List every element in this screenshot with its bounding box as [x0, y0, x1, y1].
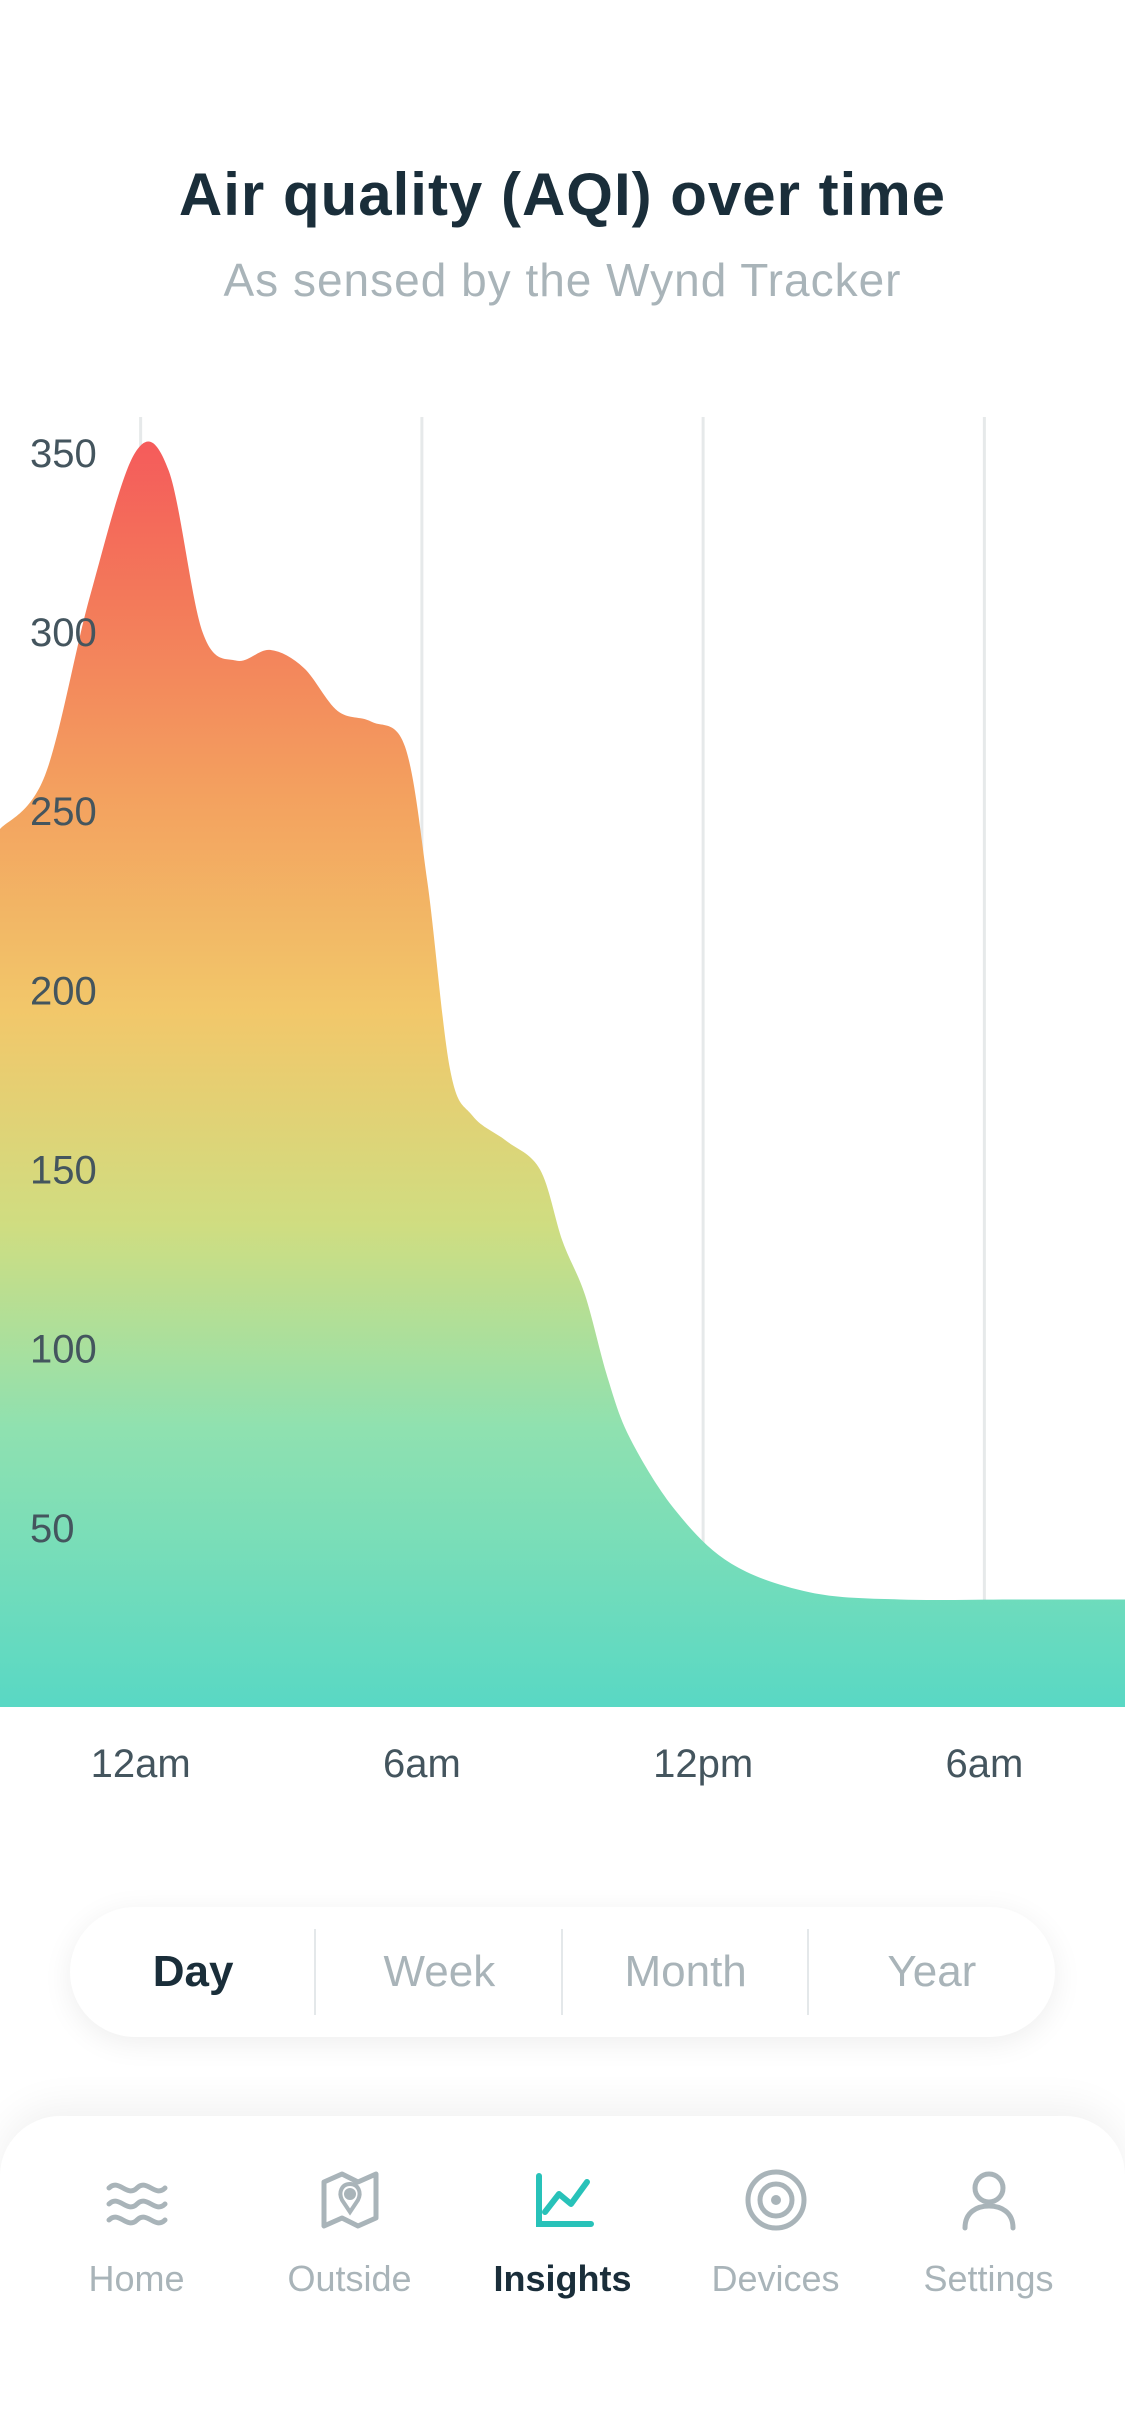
tab-label: Settings	[923, 2258, 1053, 2300]
segment-label: Year	[887, 1947, 976, 1997]
svg-text:12pm: 12pm	[653, 1742, 753, 1786]
tab-outside[interactable]: Outside	[243, 2164, 456, 2300]
tab-devices[interactable]: Devices	[669, 2164, 882, 2300]
svg-text:300: 300	[30, 611, 97, 655]
tab-settings[interactable]: Settings	[882, 2164, 1095, 2300]
svg-text:6am: 6am	[383, 1742, 461, 1786]
waves-icon	[101, 2164, 173, 2236]
tab-insights[interactable]: Insights	[456, 2164, 669, 2300]
tab-home[interactable]: Home	[30, 2164, 243, 2300]
bottom-tabbar: Home Outside Insights	[0, 2116, 1125, 2436]
person-icon	[953, 2164, 1025, 2236]
segment-label: Week	[384, 1947, 496, 1997]
svg-text:150: 150	[30, 1149, 97, 1193]
svg-text:200: 200	[30, 969, 97, 1013]
segment-week[interactable]: Week	[316, 1907, 562, 2037]
tab-label: Devices	[711, 2258, 839, 2300]
map-pin-icon	[314, 2164, 386, 2236]
svg-text:100: 100	[30, 1328, 97, 1372]
page-subtitle: As sensed by the Wynd Tracker	[0, 253, 1125, 307]
app-screen: Air quality (AQI) over time As sensed by…	[0, 0, 1125, 2436]
segment-label: Month	[624, 1947, 746, 1997]
chart-line-icon	[527, 2164, 599, 2236]
tab-label: Home	[88, 2258, 184, 2300]
header: Air quality (AQI) over time As sensed by…	[0, 0, 1125, 307]
time-range-segmented: Day Week Month Year	[70, 1907, 1055, 2037]
aqi-chart: 50 100 150 200 250 300 350 12am 6am 12pm 6am	[0, 417, 1125, 1837]
svg-text:250: 250	[30, 790, 97, 834]
svg-text:6am: 6am	[945, 1742, 1023, 1786]
svg-text:350: 350	[30, 432, 97, 476]
tab-label: Outside	[287, 2258, 411, 2300]
aqi-chart-svg: 50 100 150 200 250 300 350 12am 6am 12pm 6am	[0, 417, 1125, 1837]
segment-year[interactable]: Year	[809, 1907, 1055, 2037]
segment-day[interactable]: Day	[70, 1907, 316, 2037]
segment-label: Day	[153, 1947, 234, 1997]
svg-text:50: 50	[30, 1507, 75, 1551]
svg-text:12am: 12am	[91, 1742, 191, 1786]
target-icon	[740, 2164, 812, 2236]
tab-label: Insights	[493, 2258, 631, 2300]
page-title: Air quality (AQI) over time	[0, 160, 1125, 229]
segment-month[interactable]: Month	[563, 1907, 809, 2037]
